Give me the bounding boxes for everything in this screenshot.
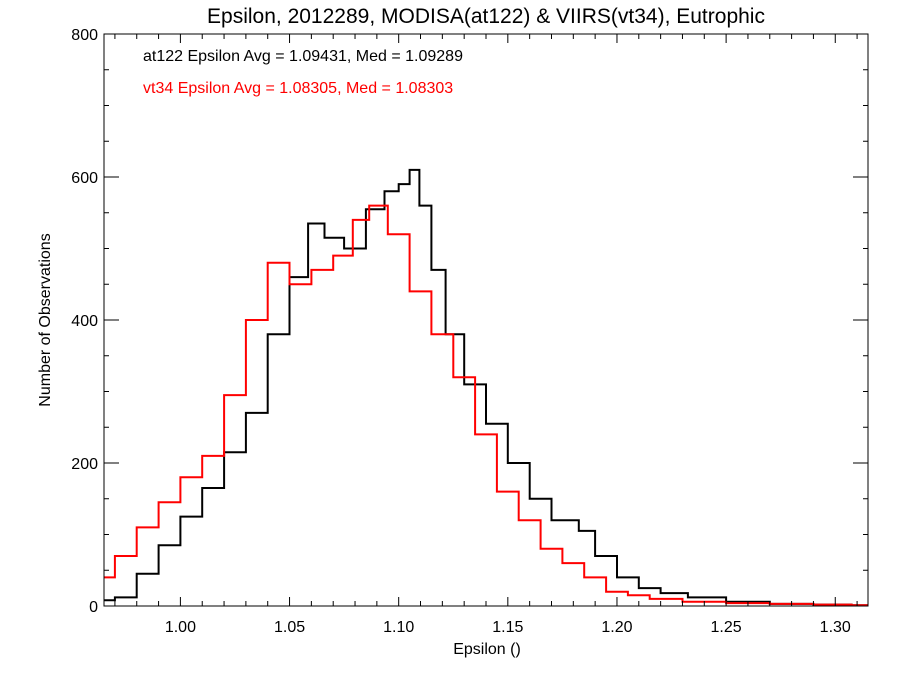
y-axis-label: Number of Observations: [37, 233, 54, 406]
x-axis-label: Epsilon (): [453, 641, 521, 658]
series-layer: [104, 168, 868, 607]
x-tick-label: 1.20: [601, 619, 632, 636]
x-tick-label: 1.25: [711, 619, 742, 636]
annotation-at122-stats: at122 Epsilon Avg = 1.09431, Med = 1.092…: [143, 48, 463, 65]
chart-title: Epsilon, 2012289, MODISA(at122) & VIIRS(…: [207, 5, 765, 28]
y-tick-label: 600: [71, 170, 98, 187]
x-tick-label: 1.00: [165, 619, 196, 636]
x-tick-label: 1.10: [383, 619, 414, 636]
x-tick-label: 1.05: [274, 619, 305, 636]
x-tick-label: 1.15: [492, 619, 523, 636]
x-tick-label: 1.30: [820, 619, 851, 636]
y-tick-label: 400: [71, 313, 98, 330]
histogram-series-0: [104, 168, 868, 607]
axis-layer: 1.00 1.05 1.10 1.15 1.20 1.25 1.30 0 200 400 600 80…: [71, 27, 868, 636]
histogram-series-1: [104, 204, 868, 607]
annotation-vt34-stats: vt34 Epsilon Avg = 1.08305, Med = 1.0830…: [143, 80, 453, 97]
y-tick-label: 0: [89, 599, 98, 616]
y-tick-label: 200: [71, 456, 98, 473]
y-tick-label: 800: [71, 27, 98, 44]
